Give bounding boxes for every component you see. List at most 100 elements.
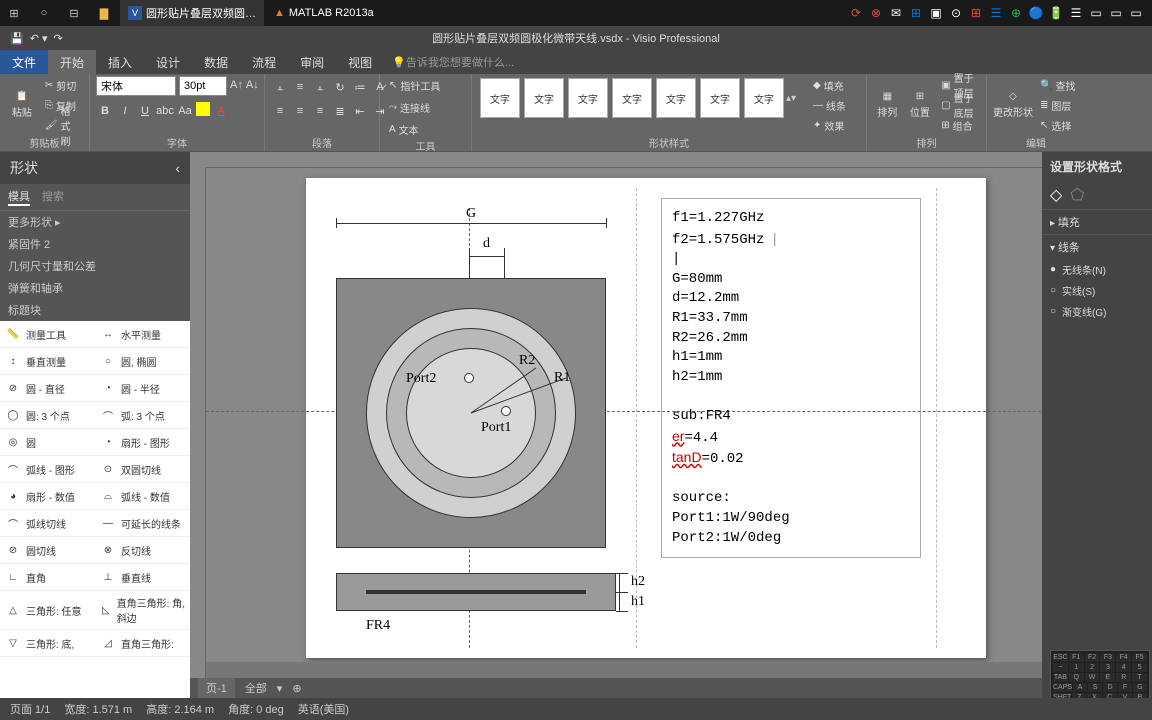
tray-icon[interactable]: ⟳: [848, 5, 864, 21]
save-icon[interactable]: 💾: [10, 32, 24, 45]
effects-tab-icon[interactable]: ⬠: [1070, 185, 1084, 205]
tray-icon[interactable]: 🔋: [1048, 5, 1064, 21]
align-bot-icon[interactable]: ⫠: [311, 78, 329, 96]
align-right-icon[interactable]: ≡: [311, 102, 329, 120]
undo-icon[interactable]: ↶ ▾: [30, 32, 48, 45]
stencil-item[interactable]: ◕扇形 - 数值: [0, 483, 95, 510]
highlight-button[interactable]: [196, 102, 210, 116]
stencil-item[interactable]: ◎圆: [0, 429, 95, 456]
stencil-item[interactable]: ⊘圆 - 直径: [0, 375, 95, 402]
all-pages[interactable]: 全部: [245, 680, 267, 696]
stencil-item[interactable]: ⌒弧线切线: [0, 510, 95, 537]
tab-data[interactable]: 数据: [192, 50, 240, 74]
effects-button[interactable]: ✦ 效果: [810, 116, 849, 134]
layer-button[interactable]: ≣ 图层: [1037, 96, 1078, 114]
stencil-item[interactable]: ○圆, 椭圆: [95, 348, 190, 375]
tray-icon[interactable]: ⊕: [1008, 5, 1024, 21]
tab-view[interactable]: 视图: [336, 50, 384, 74]
shape-style[interactable]: 文字: [524, 78, 564, 118]
tray-icon[interactable]: ⊞: [968, 5, 984, 21]
line-section[interactable]: 线条: [1058, 242, 1080, 254]
cut-button[interactable]: ✂ 剪切: [42, 76, 83, 94]
text-tool-button[interactable]: A 文本: [386, 120, 422, 138]
stencil-item[interactable]: ⌓弧线 - 数值: [95, 483, 190, 510]
stencil-item[interactable]: ↔水平测量: [95, 321, 190, 348]
redo-icon[interactable]: ↷: [54, 32, 63, 45]
stencil-item[interactable]: ⊘圆切线: [0, 537, 95, 564]
stencil-link[interactable]: 紧固件 2: [0, 233, 190, 255]
tray-icon[interactable]: ▭: [1128, 5, 1144, 21]
stencils-tab[interactable]: 模具: [8, 188, 30, 206]
stencil-item[interactable]: ◯圆: 3 个点: [0, 402, 95, 429]
status-lang[interactable]: 英语(美国): [298, 701, 349, 717]
more-shapes-link[interactable]: 更多形状 ▸: [0, 211, 190, 233]
group-button[interactable]: ⊞ 组合: [938, 116, 980, 134]
tray-icon[interactable]: ☰: [1068, 5, 1084, 21]
stencil-item[interactable]: 📏测量工具: [0, 321, 95, 348]
case-button[interactable]: Aa: [176, 102, 194, 120]
tab-insert[interactable]: 插入: [96, 50, 144, 74]
shape-style[interactable]: 文字: [480, 78, 520, 118]
fill-button[interactable]: ◆ 填充: [810, 76, 849, 94]
explorer-icon[interactable]: ▇: [90, 0, 118, 26]
pointer-tool-button[interactable]: ↖ 指针工具: [386, 76, 443, 94]
stencil-item[interactable]: ⊙双圆切线: [95, 456, 190, 483]
shape-style[interactable]: 文字: [700, 78, 740, 118]
align-left-icon[interactable]: ≡: [271, 102, 289, 120]
gradient-line-radio[interactable]: ○渐变线(G): [1050, 301, 1144, 322]
align-top-icon[interactable]: ⫠: [271, 78, 289, 96]
send-back-button[interactable]: ▢ 置于底层: [938, 96, 980, 114]
stencil-link[interactable]: 弹簧和轴承: [0, 277, 190, 299]
find-button[interactable]: 🔍 查找: [1037, 76, 1078, 94]
tray-icon[interactable]: ▭: [1088, 5, 1104, 21]
select-button[interactable]: ↖ 选择: [1037, 116, 1078, 134]
line-button[interactable]: — 线条: [810, 96, 849, 114]
stencil-link[interactable]: 几何尺寸量和公差: [0, 255, 190, 277]
justify-icon[interactable]: ≣: [331, 102, 349, 120]
shape-style[interactable]: 文字: [744, 78, 784, 118]
font-family-select[interactable]: [96, 76, 176, 96]
format-painter-button[interactable]: 🖌 格式刷: [42, 116, 83, 134]
tray-icon[interactable]: ✉: [888, 5, 904, 21]
stencil-item[interactable]: ↕垂直测量: [0, 348, 95, 375]
decrease-font-icon[interactable]: A↓: [246, 76, 259, 94]
tray-icon[interactable]: ▭: [1108, 5, 1124, 21]
align-mid-icon[interactable]: ≡: [291, 78, 309, 96]
drawing-area[interactable]: G d R1 R2: [206, 168, 1042, 662]
align-button[interactable]: ▦排列: [873, 76, 902, 134]
indent-dec-icon[interactable]: ⇤: [351, 102, 369, 120]
new-page-button[interactable]: ⊕: [292, 682, 301, 695]
shape-style[interactable]: 文字: [568, 78, 608, 118]
taskbar-app-visio[interactable]: V 圆形贴片叠层双频圆…: [120, 0, 264, 26]
tab-process[interactable]: 流程: [240, 50, 288, 74]
increase-font-icon[interactable]: A↑: [230, 76, 243, 94]
orientation-icon[interactable]: ↻: [331, 78, 349, 96]
stencil-item[interactable]: ▽三角形: 底,: [0, 630, 95, 657]
page-tab[interactable]: 页-1: [198, 678, 235, 698]
taskbar-app-matlab[interactable]: ▲ MATLAB R2013a: [266, 0, 382, 26]
tab-review[interactable]: 审阅: [288, 50, 336, 74]
stencil-item[interactable]: —可延长的线条: [95, 510, 190, 537]
stencil-item[interactable]: ◺直角三角形: 角, 斜边: [95, 591, 190, 630]
paste-button[interactable]: 📋 粘贴: [6, 76, 38, 134]
stencil-link[interactable]: 标题块: [0, 299, 190, 321]
shape-style[interactable]: 文字: [656, 78, 696, 118]
strike-button[interactable]: abc: [156, 102, 174, 120]
shape-style[interactable]: 文字: [612, 78, 652, 118]
align-center-icon[interactable]: ≡: [291, 102, 309, 120]
font-color-button[interactable]: A: [212, 102, 230, 120]
tray-icon[interactable]: ▣: [928, 5, 944, 21]
parameters-textbox[interactable]: f1=1.227GHzf2=1.575GHz ||G=80mmd=12.2mmR…: [661, 198, 921, 558]
fill-line-tab-icon[interactable]: ◇: [1050, 185, 1062, 205]
tab-file[interactable]: 文件: [0, 50, 48, 74]
italic-button[interactable]: I: [116, 102, 134, 120]
stencil-item[interactable]: ◔扇形 - 图形: [95, 429, 190, 456]
solid-line-radio[interactable]: ○实线(S): [1050, 280, 1144, 301]
fill-section[interactable]: 填充: [1058, 217, 1080, 229]
scrollbar-horizontal[interactable]: [206, 662, 1042, 678]
bullets-icon[interactable]: ≔: [351, 78, 369, 96]
start-button[interactable]: ⊞: [0, 0, 28, 26]
stencil-item[interactable]: ⊥垂直线: [95, 564, 190, 591]
search-tab[interactable]: 搜索: [42, 188, 64, 206]
tray-icon[interactable]: 🔵: [1028, 5, 1044, 21]
